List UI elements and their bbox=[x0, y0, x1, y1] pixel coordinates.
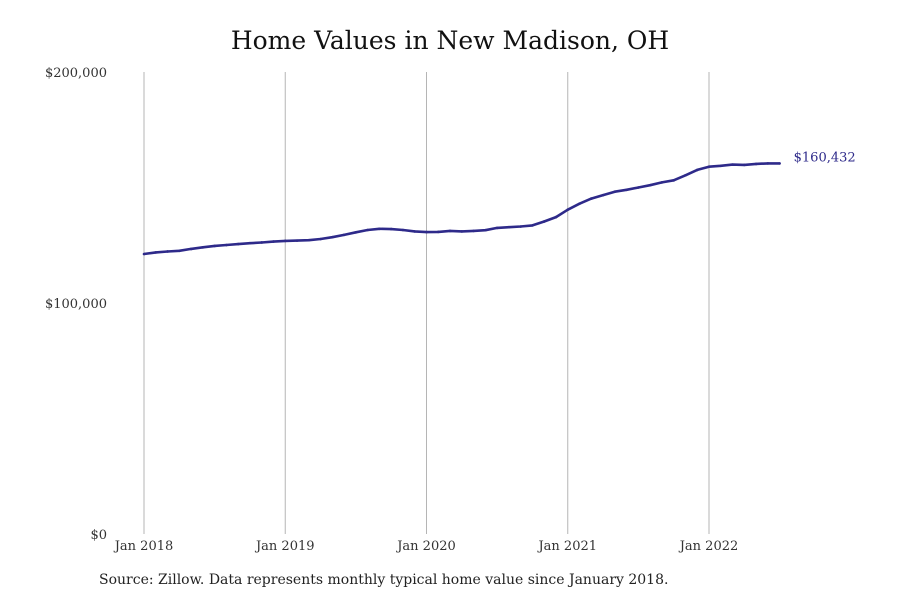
data-point bbox=[425, 230, 428, 234]
data-point bbox=[519, 225, 522, 228]
data-point bbox=[436, 230, 440, 234]
data-point bbox=[554, 215, 558, 219]
y-tick-label: $0 bbox=[90, 528, 107, 543]
data-point bbox=[507, 225, 511, 229]
data-point bbox=[589, 197, 593, 200]
data-point bbox=[448, 229, 452, 233]
data-point bbox=[660, 181, 664, 184]
data-point bbox=[401, 228, 405, 232]
data-point bbox=[684, 173, 687, 177]
source-note: Source: Zillow. Data represents monthly … bbox=[99, 572, 669, 588]
data-point bbox=[260, 241, 264, 244]
data-point bbox=[578, 202, 581, 205]
data-point bbox=[460, 230, 464, 233]
x-tick-label: Jan 2022 bbox=[678, 539, 739, 554]
data-point bbox=[754, 162, 758, 166]
gridlines bbox=[143, 72, 710, 534]
data-point bbox=[531, 224, 534, 227]
data-point bbox=[378, 227, 381, 231]
data-point bbox=[189, 247, 193, 251]
data-point bbox=[719, 164, 723, 168]
x-axis-ticks: Jan 2018 Jan 2019 Jan 2020 Jan 2021 Jan 2022 bbox=[113, 539, 739, 554]
data-point bbox=[154, 251, 158, 254]
data-point bbox=[319, 237, 322, 241]
data-point bbox=[707, 165, 711, 169]
x-tick-label: Jan 2020 bbox=[395, 539, 456, 554]
chart-title: Home Values in New Madison, OH bbox=[230, 26, 670, 55]
data-point bbox=[472, 229, 475, 233]
data-point bbox=[213, 244, 216, 248]
data-point bbox=[248, 241, 252, 245]
data-point bbox=[566, 208, 570, 211]
data-point bbox=[637, 186, 640, 189]
data-point bbox=[625, 188, 628, 192]
y-tick-label: $200,000 bbox=[45, 66, 107, 81]
data-point bbox=[178, 249, 181, 253]
data-point bbox=[142, 252, 146, 256]
y-tick-label: $100,000 bbox=[45, 297, 107, 312]
y-axis-ticks: $0 $100,000 $200,000 bbox=[45, 66, 107, 543]
data-point bbox=[413, 230, 417, 233]
data-point bbox=[366, 228, 369, 232]
data-point bbox=[236, 242, 240, 246]
x-tick-label: Jan 2021 bbox=[536, 539, 597, 554]
data-point bbox=[331, 235, 334, 239]
x-tick-label: Jan 2018 bbox=[113, 539, 174, 554]
data-point bbox=[778, 162, 781, 165]
data-point bbox=[272, 240, 275, 243]
data-point bbox=[731, 163, 734, 166]
series-line bbox=[143, 162, 780, 256]
data-point bbox=[495, 226, 499, 230]
data-point bbox=[201, 246, 205, 249]
data-point bbox=[601, 193, 605, 197]
series-layer: $160,432 bbox=[142, 150, 856, 256]
end-value-label: $160,432 bbox=[794, 150, 856, 165]
data-point bbox=[166, 250, 169, 253]
x-tick-label: Jan 2019 bbox=[254, 539, 315, 554]
data-point bbox=[672, 179, 675, 182]
data-point bbox=[307, 238, 311, 242]
data-point bbox=[484, 228, 487, 232]
data-point bbox=[283, 239, 287, 243]
data-point bbox=[743, 163, 746, 167]
data-point bbox=[695, 168, 699, 172]
data-point bbox=[542, 220, 546, 223]
data-point bbox=[648, 183, 652, 187]
data-point bbox=[342, 233, 346, 237]
data-point bbox=[354, 231, 358, 234]
data-point bbox=[295, 239, 299, 242]
data-point bbox=[766, 162, 770, 165]
data-point bbox=[613, 190, 617, 193]
data-point bbox=[389, 227, 393, 231]
data-point bbox=[225, 243, 228, 247]
